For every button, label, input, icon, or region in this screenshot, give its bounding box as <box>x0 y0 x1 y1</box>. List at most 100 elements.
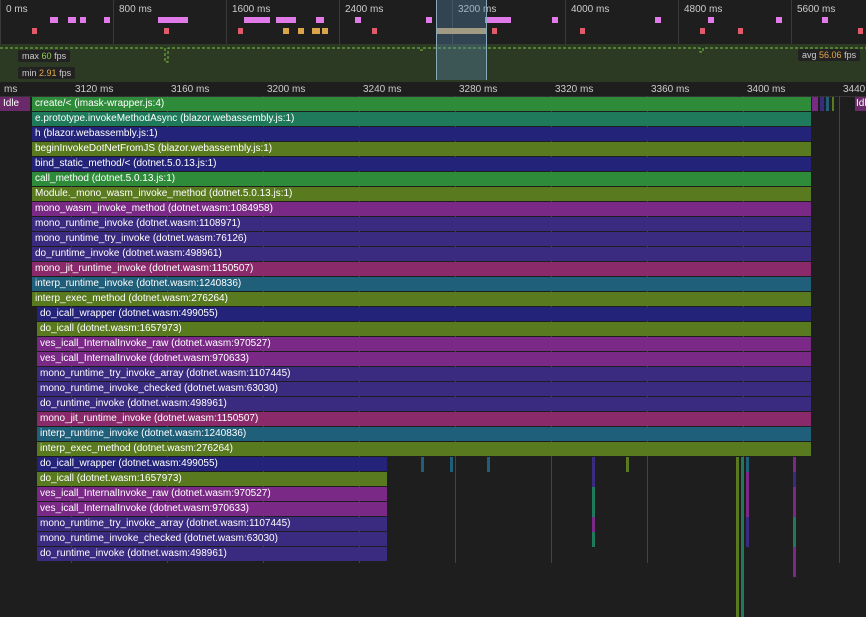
flame-frame[interactable]: do_icall (dotnet.wasm:1657973) <box>37 322 811 336</box>
flame-frame[interactable]: interp_exec_method (dotnet.wasm:276264) <box>37 442 811 456</box>
flame-frame-small[interactable] <box>626 457 629 472</box>
overview-tick-label: 1600 ms <box>232 4 271 15</box>
overview-marker <box>50 17 58 23</box>
flame-frame-label: mono_runtime_invoke_checked (dotnet.wasm… <box>40 533 278 544</box>
overview-marker <box>655 17 661 23</box>
overview-marker <box>858 28 863 34</box>
overview-marker <box>158 17 188 23</box>
timeline-overview[interactable]: 0 ms 800 ms 1600 ms 2400 ms 3200 ms 4000 ms 48… <box>0 0 866 82</box>
flame-frame-small[interactable] <box>820 97 824 111</box>
flame-frame-small[interactable] <box>812 97 818 111</box>
fps-max-value: 60 <box>41 51 52 61</box>
flame-frame-small[interactable] <box>746 472 749 532</box>
flame-frame-label: interp_runtime_invoke (dotnet.wasm:12408… <box>40 428 247 439</box>
flame-frame-label: ves_icall_InternalInvoke_raw (dotnet.was… <box>40 338 271 349</box>
flame-frame[interactable]: mono_runtime_try_invoke_array (dotnet.wa… <box>37 367 811 381</box>
idle-label-right: Idl <box>856 98 866 109</box>
flame-frame[interactable]: beginInvokeDotNetFromJS (blazor.webassem… <box>32 142 811 156</box>
flame-frame[interactable]: Module._mono_wasm_invoke_method (dotnet.… <box>32 187 811 201</box>
overview-marker <box>552 17 558 23</box>
flame-frame[interactable]: do_runtime_invoke (dotnet.wasm:498961) <box>37 397 811 411</box>
flame-frame[interactable]: mono_runtime_invoke_checked (dotnet.wasm… <box>37 382 811 396</box>
overview-marker <box>355 17 361 23</box>
flame-frame-small[interactable] <box>592 457 595 487</box>
ruler-tick-label: 3160 ms <box>171 84 210 95</box>
flame-frame-small[interactable] <box>746 517 749 547</box>
ruler-tick-label: ms <box>4 84 18 95</box>
flame-frame-small[interactable] <box>793 517 796 547</box>
flame-frame[interactable]: do_runtime_invoke (dotnet.wasm:498961) <box>37 547 387 561</box>
overview-marker <box>276 17 296 23</box>
overview-marker <box>776 17 782 23</box>
flame-frame-small[interactable] <box>741 457 744 617</box>
fps-max-badge: max 60 fps <box>18 50 71 62</box>
flame-frame-label: do_runtime_invoke (dotnet.wasm:498961) <box>40 398 227 409</box>
flame-frame-small[interactable] <box>832 97 834 111</box>
flame-frame[interactable]: do_icall_wrapper (dotnet.wasm:499055) <box>37 307 811 321</box>
flame-frame-small[interactable] <box>450 457 453 472</box>
fps-min-value: 2.91 <box>39 68 57 78</box>
flame-frame[interactable]: ves_icall_InternalInvoke (dotnet.wasm:97… <box>37 502 387 516</box>
flame-frame[interactable]: mono_runtime_try_invoke_array (dotnet.wa… <box>37 517 387 531</box>
flame-frame[interactable]: mono_runtime_try_invoke (dotnet.wasm:761… <box>32 232 811 246</box>
flame-frame[interactable]: mono_runtime_invoke_checked (dotnet.wasm… <box>37 532 387 546</box>
flame-frame-small[interactable] <box>826 97 829 111</box>
flame-frame[interactable]: h (blazor.webassembly.js:1) <box>32 127 811 141</box>
flame-frame-label: mono_runtime_try_invoke (dotnet.wasm:761… <box>35 233 247 244</box>
flame-frame[interactable]: ves_icall_InternalInvoke (dotnet.wasm:97… <box>37 352 811 366</box>
flame-frame[interactable]: mono_runtime_invoke (dotnet.wasm:1108971… <box>32 217 811 231</box>
flame-frame-label: mono_runtime_try_invoke_array (dotnet.wa… <box>40 518 291 529</box>
flame-frame-small[interactable] <box>746 457 749 472</box>
overview-tick-label: 2400 ms <box>345 4 384 15</box>
flame-frame[interactable]: do_runtime_invoke (dotnet.wasm:498961) <box>32 247 811 261</box>
flame-frame[interactable]: mono_jit_runtime_invoke (dotnet.wasm:115… <box>37 412 811 426</box>
flame-frame-label: call_method (dotnet.5.0.13.js:1) <box>35 173 176 184</box>
flame-frame-label: e.prototype.invokeMethodAsync (blazor.we… <box>35 113 295 124</box>
flame-frame[interactable]: call_method (dotnet.5.0.13.js:1) <box>32 172 811 186</box>
flame-frame-label: ves_icall_InternalInvoke (dotnet.wasm:97… <box>40 503 250 514</box>
fps-min-label: min <box>22 68 37 78</box>
flame-frame[interactable]: ves_icall_InternalInvoke_raw (dotnet.was… <box>37 487 387 501</box>
overview-marker <box>437 28 487 34</box>
flame-frame-small[interactable] <box>793 472 796 487</box>
flame-frame[interactable]: interp_exec_method (dotnet.wasm:276264) <box>32 292 811 306</box>
flame-frame[interactable]: e.prototype.invokeMethodAsync (blazor.we… <box>32 112 811 126</box>
flame-frame[interactable]: do_icall_wrapper (dotnet.wasm:499055) <box>37 457 387 471</box>
overview-marker <box>68 17 76 23</box>
flame-frame[interactable]: interp_runtime_invoke (dotnet.wasm:12408… <box>37 427 811 441</box>
flame-frame-label: bind_static_method/< (dotnet.5.0.13.js:1… <box>35 158 217 169</box>
flame-frame[interactable]: mono_wasm_invoke_method (dotnet.wasm:108… <box>32 202 811 216</box>
flame-frame[interactable]: mono_jit_runtime_invoke (dotnet.wasm:115… <box>32 262 811 276</box>
flame-frame[interactable]: ves_icall_InternalInvoke_raw (dotnet.was… <box>37 337 811 351</box>
flame-frame-small[interactable] <box>487 457 490 472</box>
fps-avg-label: avg <box>802 50 817 60</box>
overview-marker <box>700 28 705 34</box>
selection-window[interactable] <box>436 0 487 80</box>
time-ruler: ms 3120 ms 3160 ms 3200 ms 3240 ms 3280 ms 332… <box>0 82 866 97</box>
overview-marker <box>238 28 243 34</box>
idle-bar-right[interactable]: Idl <box>855 97 866 111</box>
flame-chart[interactable]: Idle Idl create/< (imask-wrapper.js:4) e.… <box>0 97 866 617</box>
flame-frame[interactable]: do_icall (dotnet.wasm:1657973) <box>37 472 387 486</box>
overview-marker <box>312 28 320 34</box>
flame-frame[interactable]: bind_static_method/< (dotnet.5.0.13.js:1… <box>32 157 811 171</box>
flame-frame[interactable]: interp_runtime_invoke (dotnet.wasm:12408… <box>32 277 811 291</box>
overview-marker <box>244 17 270 23</box>
overview-tick-label: 4800 ms <box>684 4 723 15</box>
fps-max-label: max <box>22 51 40 61</box>
fps-avg-badge: avg 56.06 fps <box>798 49 861 61</box>
fps-min-badge: min 2.91 fps <box>18 67 76 79</box>
flame-frame-small[interactable] <box>736 457 739 617</box>
flame-frame-small[interactable] <box>592 517 595 532</box>
ruler-tick-label: 3320 ms <box>555 84 594 95</box>
ruler-gridline <box>839 96 840 563</box>
flame-frame-label: h (blazor.webassembly.js:1) <box>35 128 158 139</box>
flame-frame-small[interactable] <box>421 457 424 472</box>
flame-frame-label: mono_wasm_invoke_method (dotnet.wasm:108… <box>35 203 273 214</box>
overview-gridline <box>226 0 227 82</box>
flame-frame[interactable]: create/< (imask-wrapper.js:4) <box>32 97 811 111</box>
flame-frame-label: do_icall_wrapper (dotnet.wasm:499055) <box>40 458 218 469</box>
idle-bar[interactable]: Idle <box>0 97 30 111</box>
flame-frame-label: ves_icall_InternalInvoke (dotnet.wasm:97… <box>40 353 250 364</box>
idle-label: Idle <box>3 98 20 109</box>
